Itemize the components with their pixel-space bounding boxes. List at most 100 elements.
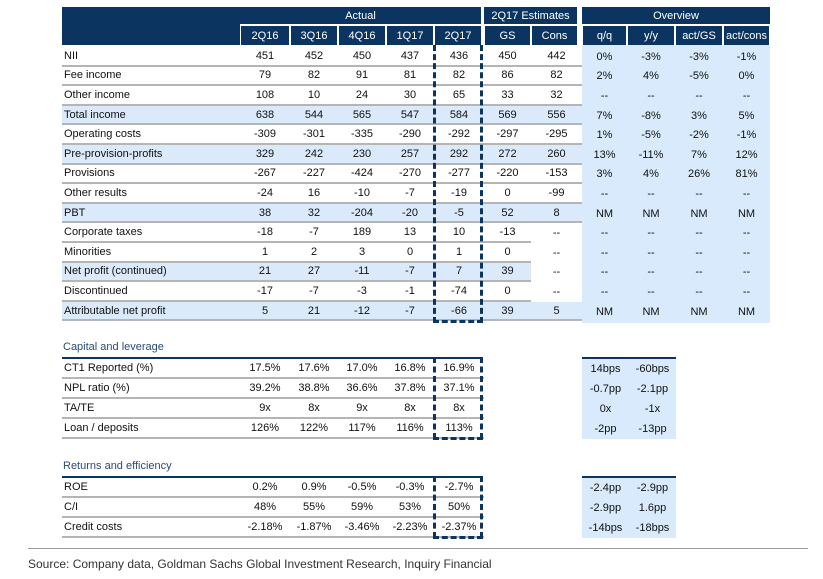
cell-cons: 442 (531, 47, 582, 67)
cell-y-y: 1.6pp (638, 502, 667, 514)
dashed-border-left (433, 45, 436, 324)
row-label: TA/TE (62, 399, 240, 419)
cell-actgs: -- (695, 246, 703, 259)
cell-2q17: -277 (434, 165, 484, 185)
row-label: Attributable net profit (62, 301, 240, 322)
cell-actcons: 0% (738, 70, 755, 83)
cell-2q17: 37.1% (434, 379, 484, 399)
cell-4q16: 24 (338, 86, 386, 106)
cell-2q16: 39.2% (240, 379, 290, 399)
cell-cons: 556 (531, 105, 582, 126)
cell-actcons: -- (742, 285, 751, 298)
cell-1q17: -270 (386, 165, 434, 185)
cell-actgs: -5% (689, 70, 709, 83)
cell-qq: NM (595, 207, 614, 220)
cell-yy: -8% (641, 109, 661, 122)
cell-cons: 8 (531, 203, 582, 224)
cell-2q16: -267 (240, 165, 290, 185)
cell-3q16: -7 (290, 223, 338, 243)
cell-4q16: -12 (338, 301, 386, 322)
header-blank (62, 7, 240, 45)
cell-3q16: 452 (290, 47, 338, 67)
cell-gs: 0 (484, 184, 531, 204)
overview-background (582, 45, 770, 323)
cell-1q17: 437 (386, 47, 434, 67)
cell-qq: 0% (596, 50, 613, 63)
cell-3q16: -7 (290, 282, 338, 302)
cell-2q17: -5 (434, 203, 484, 224)
cell-cons: 82 (531, 67, 582, 87)
cell-2q16: 5 (240, 301, 290, 322)
cell-actgs: -- (695, 266, 703, 279)
cell-3q16: 21 (290, 301, 338, 322)
cell-gs: 0 (484, 282, 531, 302)
cell-actcons: -- (742, 246, 751, 259)
source-note: Source: Company data, Goldman Sachs Glob… (28, 557, 492, 571)
cell-1q17: 13 (386, 223, 434, 243)
overview-top-rule (582, 476, 676, 478)
cell-qq: 13% (593, 148, 616, 161)
cell-yy: -- (647, 187, 655, 200)
cell-y-y: -2.9pp (636, 482, 669, 494)
cell-4q16: 565 (338, 105, 386, 126)
cell-2q17: 65 (434, 86, 484, 106)
cell-y-y: -2.1pp (636, 383, 669, 395)
cell-cons: -- (552, 246, 561, 259)
cell-3q16: 17.6% (290, 359, 338, 379)
cell-3q16: 16 (290, 184, 338, 204)
cell-actcons: -- (742, 266, 751, 279)
cell-cons: -295 (531, 125, 582, 145)
row-label: Discontinued (62, 282, 240, 302)
cell-gs: -13 (484, 223, 531, 243)
cell-2q16: 126% (240, 419, 290, 439)
cell-yy: -5% (641, 129, 661, 142)
cell-gs: 33 (484, 86, 531, 106)
row-label: Other income (62, 86, 240, 106)
header-group-overview: Overview (582, 7, 770, 24)
cell-2q17: 1 (434, 243, 484, 263)
cell-actgs: 7% (691, 148, 707, 161)
cell-1q17: 547 (386, 105, 434, 126)
column-header-3q16: 3Q16 (291, 26, 337, 45)
cell-2q16: 9x (240, 399, 290, 419)
row-label: NII (62, 47, 240, 67)
cell-actcons: -- (742, 89, 751, 102)
cell-gs: -297 (484, 125, 531, 145)
cell-cons: -99 (531, 184, 582, 204)
cell-1q17: 81 (386, 67, 434, 87)
row-label: Minorities (62, 243, 240, 263)
column-header-2q16: 2Q16 (241, 26, 289, 45)
cell-actgs: -2% (689, 129, 709, 142)
cell-q-q: -2.9pp (589, 502, 622, 514)
cell-1q17: 30 (386, 86, 434, 106)
cell-actcons: -- (742, 227, 751, 240)
cell-3q16: 2 (290, 243, 338, 263)
row-label: C/I (62, 498, 240, 518)
cell-actcons: -- (742, 187, 751, 200)
row-label: Total income (62, 105, 240, 126)
cell-4q16: -3.46% (338, 518, 386, 538)
cell-qq: -- (600, 89, 609, 102)
cell-1q17: -290 (386, 125, 434, 145)
row-label: CT1 Reported (%) (62, 359, 240, 379)
cell-3q16: 32 (290, 203, 338, 224)
cell-4q16: 230 (338, 145, 386, 165)
cell-gs: -220 (484, 165, 531, 185)
cell-2q16: 329 (240, 145, 290, 165)
cell-4q16: -335 (338, 125, 386, 145)
cell-4q16: -424 (338, 165, 386, 185)
header-group-actual: Actual (240, 7, 481, 24)
column-header-4q16: 4Q16 (339, 26, 385, 45)
section-top-rule (62, 476, 482, 478)
cell-q-q: 14bps (590, 363, 621, 375)
cell-2q17: -2.37% (434, 518, 484, 538)
cell-3q16: 122% (290, 419, 338, 439)
column-header-2q17: 2Q17 (435, 26, 481, 45)
cell-cons: -- (552, 227, 561, 240)
cell-actcons: 12% (735, 148, 758, 161)
cell-2q16: -24 (240, 184, 290, 204)
cell-2q16: 21 (240, 262, 290, 283)
cell-q-q: -2.4pp (589, 482, 622, 494)
row-label: Credit costs (62, 518, 240, 538)
cell-actgs: -- (695, 89, 703, 102)
